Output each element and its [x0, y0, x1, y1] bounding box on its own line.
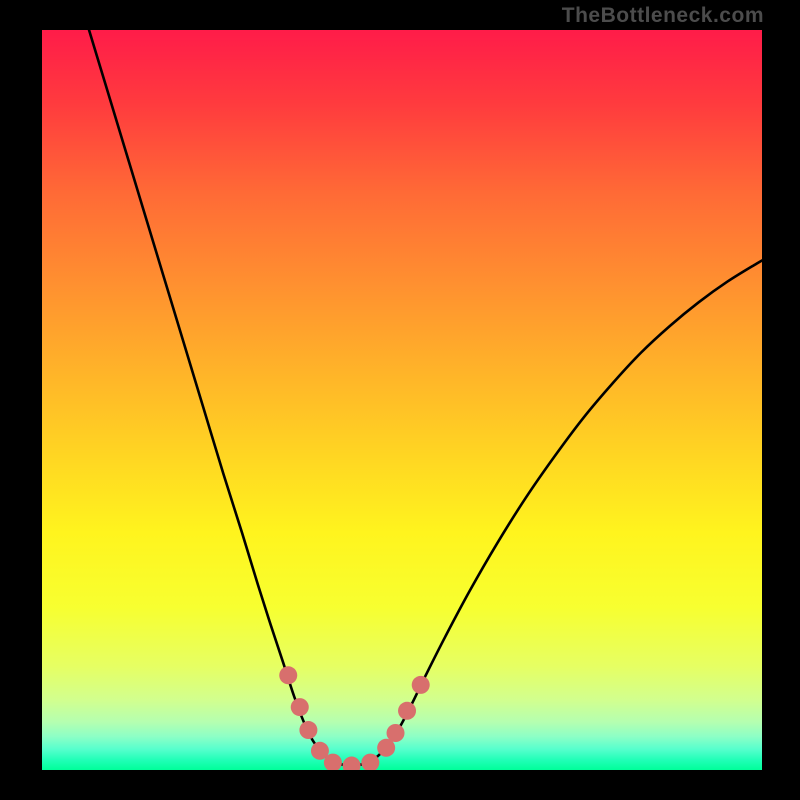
frame-bottom	[0, 770, 800, 800]
data-dot	[387, 724, 405, 742]
data-dot	[291, 698, 309, 716]
frame-right	[762, 0, 800, 800]
data-dot	[412, 676, 430, 694]
frame-left	[0, 0, 42, 800]
data-dot	[279, 666, 297, 684]
data-dot	[377, 739, 395, 757]
data-dot	[398, 702, 416, 720]
watermark-text: TheBottleneck.com	[562, 4, 764, 28]
plot-area	[42, 30, 762, 770]
data-dot	[343, 757, 361, 770]
bottleneck-curve	[82, 30, 762, 766]
data-dot	[299, 721, 317, 739]
chart-svg	[42, 30, 762, 770]
